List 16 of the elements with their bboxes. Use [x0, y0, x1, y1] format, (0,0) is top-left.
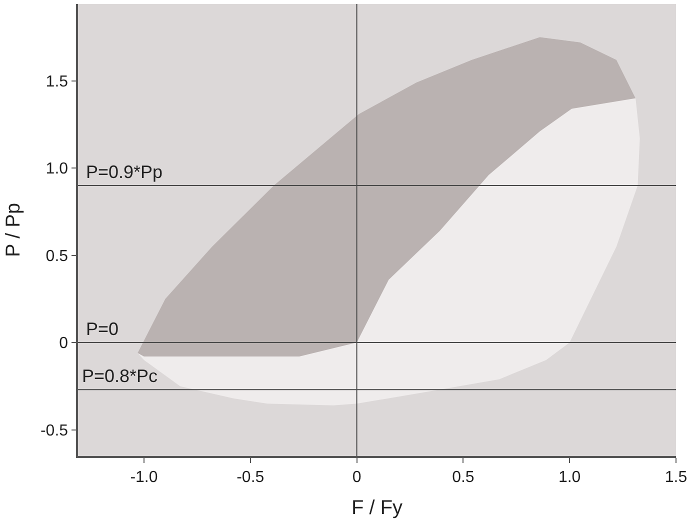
- y-tick-label: 0: [59, 335, 68, 352]
- y-tick-label: 1.0: [46, 160, 68, 178]
- x-tick-label: 1.5: [664, 468, 688, 486]
- ref-line-label: P=0: [86, 319, 119, 339]
- x-tick-label: -1.0: [130, 468, 158, 486]
- x-tick-label: -0.5: [236, 468, 264, 486]
- x-tick-label: 0: [352, 468, 362, 486]
- x-tick-label: 0.5: [452, 468, 474, 486]
- x-axis-title: F / Fy: [351, 496, 403, 519]
- y-axis-title: P / Pp: [2, 202, 24, 258]
- annotation: P=0.8*Pc: [82, 366, 158, 386]
- y-tick-label: 1.5: [46, 73, 68, 90]
- y-tick-label: -0.5: [40, 422, 68, 440]
- ref-line-label: P=0.9*Pp: [86, 162, 163, 182]
- y-tick-label: 0.5: [46, 248, 68, 265]
- x-tick-label: 1.0: [558, 468, 581, 486]
